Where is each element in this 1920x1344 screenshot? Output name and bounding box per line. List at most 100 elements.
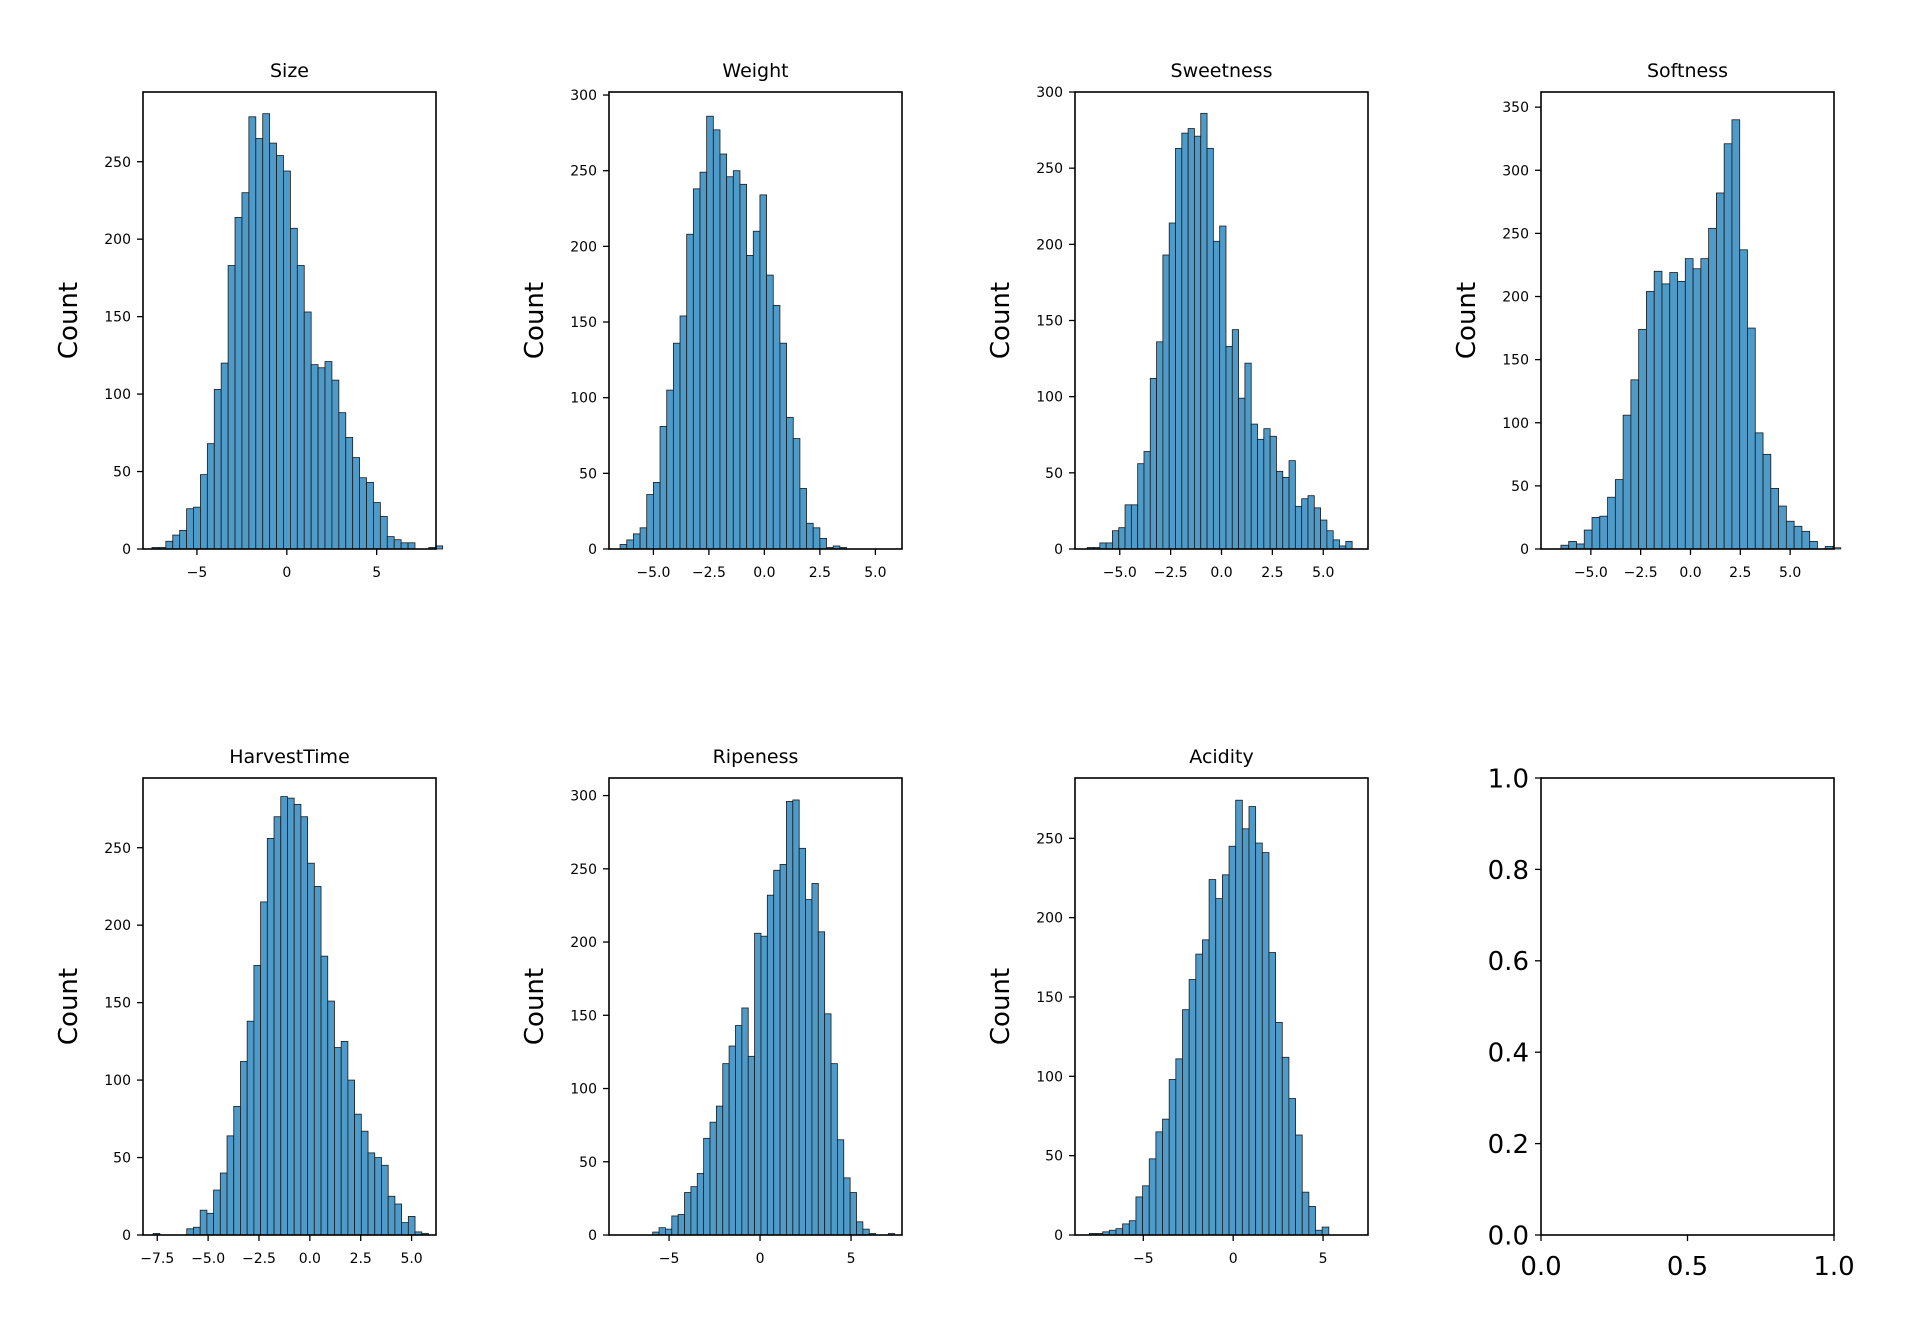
histogram-bar <box>726 176 734 550</box>
axes-frame <box>142 91 437 550</box>
axes-frame <box>1540 91 1835 550</box>
histogram-bar <box>666 389 674 550</box>
histogram-bar <box>394 1203 403 1236</box>
histogram-bar <box>1099 542 1107 550</box>
histogram-bar <box>1244 362 1252 550</box>
x-tick-label: 0.0 <box>299 1251 321 1267</box>
x-tick-label: −2.5 <box>1154 565 1188 581</box>
histogram-bar <box>347 1079 356 1236</box>
histogram-bar <box>849 1192 857 1236</box>
histogram-bar <box>1622 414 1632 550</box>
histogram-bar <box>1723 143 1733 550</box>
y-tick-label: 50 <box>579 466 597 482</box>
y-tick-label: 200 <box>1036 911 1063 927</box>
subplot-title: Ripeness <box>713 746 799 768</box>
histogram-bar <box>1708 227 1717 550</box>
x-tick-label: 2.5 <box>809 565 831 581</box>
histogram-bar <box>1630 379 1640 550</box>
histogram-bar <box>227 265 236 550</box>
x-tick-label: −5.0 <box>191 1251 225 1267</box>
histogram-bar <box>792 799 800 1236</box>
histogram-bar <box>327 1000 335 1236</box>
y-tick-label: 250 <box>1036 831 1063 847</box>
histogram-bar <box>206 1212 214 1236</box>
histogram-bar <box>287 797 295 1236</box>
x-tick-label: 5.0 <box>1779 565 1801 581</box>
histogram-bar <box>672 342 681 550</box>
histogram-bar <box>652 482 661 550</box>
x-tick-label: −5.0 <box>1103 565 1137 581</box>
histogram-bar <box>200 474 208 550</box>
histogram-bar <box>1684 258 1694 550</box>
histogram-bar <box>709 1121 717 1236</box>
histogram-bar <box>1809 541 1818 550</box>
histogram-bar <box>1115 1228 1124 1236</box>
histogram-bar <box>1716 192 1725 550</box>
histogram-bar <box>1255 842 1263 1236</box>
histogram-bar <box>393 539 402 550</box>
histogram-bar <box>374 1157 382 1236</box>
histogram-bar <box>1263 428 1271 550</box>
histogram-bar <box>373 502 381 550</box>
histogram-bar <box>360 1130 369 1236</box>
subplot-8: 0.0 0.5 1.0 0.0 0.2 0.4 0.6 0.8 1.0 <box>1488 764 1855 1282</box>
histogram-bar <box>1122 1223 1130 1236</box>
histogram-bar <box>1568 541 1577 550</box>
y-tick-label: 0 <box>1520 542 1529 558</box>
histogram-bar <box>1646 291 1655 550</box>
y-tick-label: 100 <box>104 387 131 403</box>
y-axis-label: Count <box>520 282 550 359</box>
histogram-bar <box>760 935 768 1236</box>
histogram-bar <box>1345 540 1353 550</box>
subplot-title: HarvestTime <box>229 746 350 768</box>
y-tick-label: 50 <box>113 465 131 481</box>
histogram-bar <box>1228 845 1237 1236</box>
y-tick-label: 0.2 <box>1488 1130 1529 1160</box>
subplot-title: Weight <box>722 60 788 82</box>
histogram-bar <box>754 932 762 1236</box>
histogram-bar <box>313 886 322 1236</box>
histogram-bar <box>367 1152 376 1236</box>
histogram-bar <box>186 508 194 550</box>
y-axis-label: Count <box>986 968 1016 1045</box>
histogram-bar <box>692 188 701 550</box>
y-tick-label: 0 <box>1054 542 1063 558</box>
axes-frame <box>1074 777 1369 1236</box>
histogram-bar <box>266 838 275 1236</box>
y-tick-label: 300 <box>570 789 597 805</box>
x-tick-label: −5 <box>1133 1251 1154 1267</box>
histogram-bar <box>633 533 641 550</box>
histogram-bar <box>226 1135 235 1236</box>
y-tick-label: 250 <box>104 841 131 857</box>
y-tick-label: 250 <box>1036 161 1063 177</box>
y-tick-label: 200 <box>104 918 131 934</box>
histogram-bar <box>283 170 291 550</box>
histogram-bar <box>1275 1021 1283 1236</box>
histogram-bar <box>1700 258 1710 550</box>
histogram-bar <box>1301 1191 1310 1236</box>
histogram-bar <box>747 1055 755 1236</box>
histogram-bar <box>1118 527 1126 550</box>
y-axis-label: Count <box>1452 282 1482 359</box>
y-tick-label: 0 <box>122 542 131 558</box>
histogram-bar <box>1607 496 1616 550</box>
histogram-bar <box>1143 451 1151 550</box>
x-tick-label: 2.5 <box>1729 565 1751 581</box>
histogram-bar <box>706 115 714 550</box>
histogram-bar <box>1638 328 1647 550</box>
histogram-bar <box>1182 1009 1190 1236</box>
y-tick-label: 200 <box>570 935 597 951</box>
histogram-bar <box>1215 898 1223 1236</box>
y-tick-label: 150 <box>570 1008 597 1024</box>
histogram-bar <box>1583 529 1593 550</box>
y-tick-label: 1.0 <box>1488 764 1529 794</box>
y-tick-label: 150 <box>570 315 597 331</box>
x-tick-label: 5.0 <box>864 565 886 581</box>
histogram-bar <box>165 540 174 550</box>
histogram-bar <box>381 1164 389 1236</box>
x-tick-label: 5.0 <box>400 1251 422 1267</box>
histogram-bar <box>1677 280 1686 550</box>
histogram-bar <box>400 542 409 550</box>
axes-frame <box>1540 777 1835 1236</box>
histogram-bar <box>1149 377 1157 550</box>
